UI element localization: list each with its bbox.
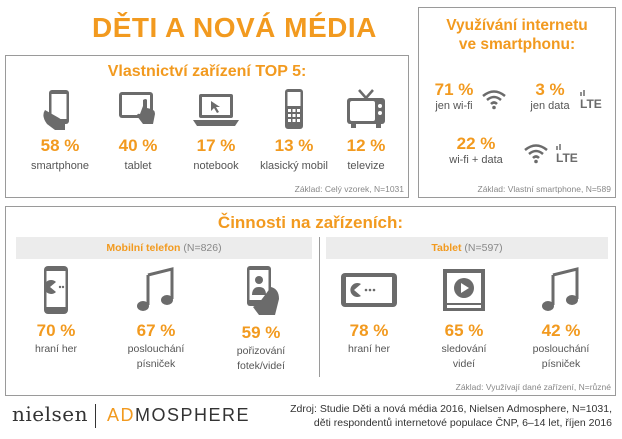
internet-label: wi-fi + data: [449, 154, 503, 166]
internet-stat-wifi: 71 % jen wi-fi: [427, 80, 481, 112]
section-divider: [319, 237, 320, 377]
ownership-pct: 12 %: [346, 136, 386, 155]
admosphere-logo: ADMOSPHERE: [107, 405, 250, 426]
phone-camera-icon: [247, 266, 279, 315]
admosphere-logo-ad: AD: [107, 405, 136, 425]
activity-label: hraní her: [34, 343, 78, 355]
activity-label: hraní her: [347, 343, 391, 355]
activity-pct: 59 %: [241, 323, 281, 342]
mobile-subheading: Mobilní telefon (N=826): [16, 237, 312, 259]
ownership-label: smartphone: [30, 160, 90, 172]
mobile-activity-music: 67 % poslouchání písniček: [106, 265, 206, 371]
ownership-label: klasický mobil: [260, 160, 328, 172]
activity-label: poslouchání: [532, 343, 590, 355]
video-player-icon: [443, 269, 485, 311]
internet-label: jen wi-fi: [435, 100, 473, 112]
ownership-item-television: 12 % televize: [326, 88, 406, 172]
wifi-icon: [482, 90, 506, 110]
source-line2: děti respondentů internetové populace ČN…: [313, 417, 612, 429]
activity-pct: 67 %: [136, 321, 176, 340]
tablet-title: Tablet: [431, 242, 462, 254]
activity-label-line2: písniček: [136, 358, 176, 370]
admosphere-logo-mosphere: MOSPHERE: [135, 405, 251, 425]
activity-label: poslouchání: [127, 343, 185, 355]
tablet-activity-music: 42 % poslouchání písniček: [511, 265, 611, 371]
ownership-label: tablet: [124, 160, 152, 172]
ownership-item-notebook: 17 % notebook: [176, 88, 256, 172]
tablet-subheading: Tablet (N=597): [326, 237, 608, 259]
activities-note: Základ: Využívají dané zařízení, N=různé: [455, 382, 611, 392]
ownership-label: notebook: [193, 160, 239, 172]
activity-label: sledování: [441, 343, 487, 355]
internet-stat-data: 3 % jen data: [523, 80, 577, 112]
music-note-icon: [137, 267, 174, 311]
internet-heading-line1: Využívání internetu: [446, 17, 588, 34]
lte-text: LTE: [580, 97, 602, 110]
activities-heading: Činnosti na zařízeních:: [217, 213, 404, 232]
wifi-icon: [524, 144, 548, 164]
mobile-activity-games: 70 % hraní her: [6, 265, 106, 356]
source-note: Zdroj: Studie Děti a nová média 2016, Ni…: [290, 402, 612, 430]
notebook-icon: [193, 94, 239, 126]
tablet-activity-video: 65 % sledování videí: [414, 265, 514, 371]
music-note-icon: [542, 267, 579, 311]
lte-icon: LTE: [580, 90, 602, 110]
tablet-hand-icon: [119, 92, 155, 124]
ownership-label: televize: [347, 160, 385, 172]
activity-label-line2: videí: [452, 358, 476, 370]
internet-stat-wifi-data: 22 % wi-fi + data: [441, 134, 511, 166]
tablet-activity-games: 78 % hraní her: [319, 265, 419, 356]
mobile-title: Mobilní telefon: [106, 242, 181, 254]
nielsen-logo: nielsen: [12, 402, 88, 426]
activity-label: pořizování: [236, 345, 286, 357]
internet-panel: Využívání internetu ve smartphonu: 71 % …: [418, 7, 616, 198]
ownership-heading: Vlastnictví zařízení TOP 5:: [107, 63, 307, 80]
ownership-note: Základ: Celý vzorek, N=1031: [294, 184, 404, 194]
activity-pct: 42 %: [541, 321, 581, 340]
ownership-pct: 13 %: [274, 136, 314, 155]
ownership-panel: Vlastnictví zařízení TOP 5: 58 % smartph…: [5, 55, 409, 198]
television-icon: [347, 89, 385, 128]
activity-label-line2: fotek/videí: [237, 360, 285, 372]
internet-label: jen data: [530, 100, 570, 112]
logo-separator: [95, 404, 96, 428]
page-title: DĚTI A NOVÁ MÉDIA: [92, 12, 377, 43]
tablet-game-icon: [341, 273, 397, 307]
ownership-item-tablet: 40 % tablet: [98, 88, 178, 172]
activities-panel: Činnosti na zařízeních: Mobilní telefon …: [5, 206, 616, 396]
internet-pct: 71 %: [434, 80, 474, 99]
mobile-activity-photos: 59 % pořizování fotek/videí: [211, 265, 311, 373]
classic-mobile-icon: [285, 89, 303, 129]
internet-note: Základ: Vlastní smartphone, N=589: [477, 184, 611, 194]
activity-label-line2: písniček: [541, 358, 581, 370]
source-line1: Zdroj: Studie Děti a nová média 2016, Ni…: [290, 403, 612, 415]
phone-game-icon: [44, 266, 68, 314]
ownership-item-smartphone: 58 % smartphone: [20, 88, 100, 172]
internet-heading: Využívání internetu ve smartphonu:: [419, 16, 615, 54]
ownership-item-classic-mobile: 13 % klasický mobil: [254, 88, 334, 172]
internet-heading-line2: ve smartphonu:: [458, 36, 576, 53]
smartphone-hand-icon: [43, 90, 69, 130]
ownership-pct: 58 %: [40, 136, 80, 155]
activity-pct: 70 %: [36, 321, 76, 340]
lte-icon: LTE: [556, 144, 578, 164]
activity-pct: 65 %: [444, 321, 484, 340]
mobile-n: (N=826): [183, 242, 222, 254]
ownership-pct: 17 %: [196, 136, 236, 155]
activity-pct: 78 %: [349, 321, 389, 340]
lte-text: LTE: [556, 151, 578, 164]
tablet-n: (N=597): [464, 242, 503, 254]
internet-pct: 22 %: [456, 134, 496, 153]
ownership-pct: 40 %: [118, 136, 158, 155]
internet-pct: 3 %: [535, 80, 565, 99]
